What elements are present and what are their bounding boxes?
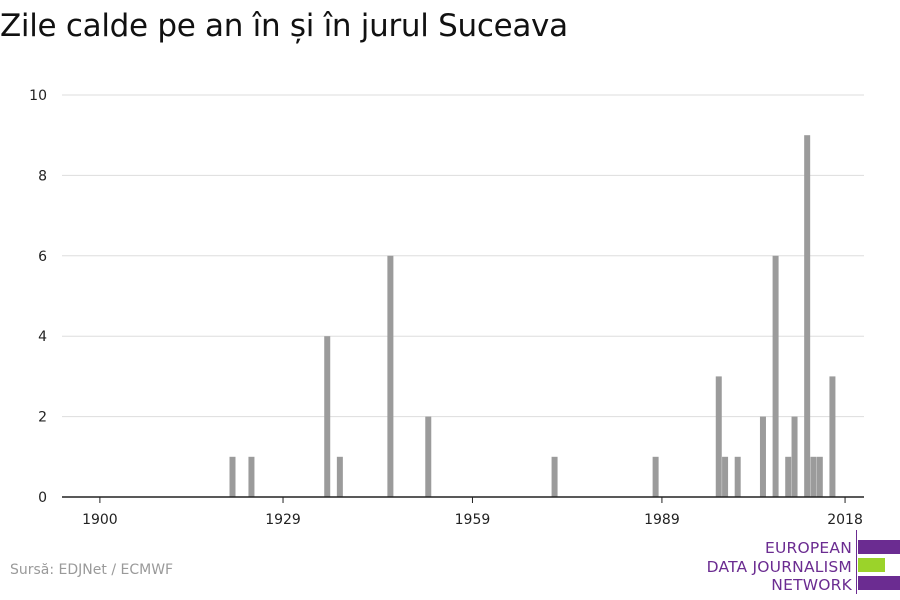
source-note: Sursă: EDJNet / ECMWF [10,562,174,578]
logo-bar-purple-top [858,540,900,554]
logo-text-network: NETWORK [771,576,852,594]
bar-2010 [791,416,798,497]
x-tick-label-1989: 1989 [644,512,680,528]
x-tick-label-1900: 1900 [82,512,118,528]
bar-1921 [229,456,236,497]
bar-1972 [551,456,558,497]
bar-2013 [810,456,817,497]
y-tick-label-8: 8 [38,168,47,184]
bar-1999 [722,456,729,497]
bar-2012 [804,135,811,497]
bar-1936 [324,336,331,497]
y-tick-label-4: 4 [38,329,47,345]
bar-1988 [652,456,659,497]
bar-2007 [772,255,779,497]
x-tick-label-1959: 1959 [455,512,491,528]
bar-2009 [785,456,792,497]
bars [229,135,836,497]
x-tick-label-1929: 1929 [265,512,301,528]
bar-2016 [829,376,836,497]
y-axis-ticks: 0 2 4 6 8 10 [29,88,47,506]
logo-text-european: EUROPEAN [764,539,852,557]
edjnet-logo: EUROPEAN DATA JOURNALISM NETWORK [700,528,900,596]
bar-2014 [816,456,823,497]
logo-bar-green [858,558,885,572]
chart-title: Zile calde pe an în și în jurul Suceava [0,8,568,44]
y-tick-label-6: 6 [38,249,47,265]
bar-1946 [387,255,394,497]
logo-separator [856,530,857,594]
y-tick-label-0: 0 [38,490,47,506]
bar-1924 [248,456,255,497]
y-tick-label-10: 10 [29,88,47,104]
bar-1938 [336,456,343,497]
y-tick-label-2: 2 [38,410,47,426]
bar-2005 [759,416,766,497]
bar-1952 [425,416,432,497]
bar-2001 [734,456,741,497]
x-axis-ticks: 1900 1929 1959 1989 2018 [82,497,863,528]
x-tick-label-2018: 2018 [827,512,863,528]
logo-bar-purple-bottom [858,576,900,590]
logo-text-data-journalism: DATA JOURNALISM [706,558,852,576]
bar-1998 [715,376,722,497]
gridlines [62,94,864,418]
